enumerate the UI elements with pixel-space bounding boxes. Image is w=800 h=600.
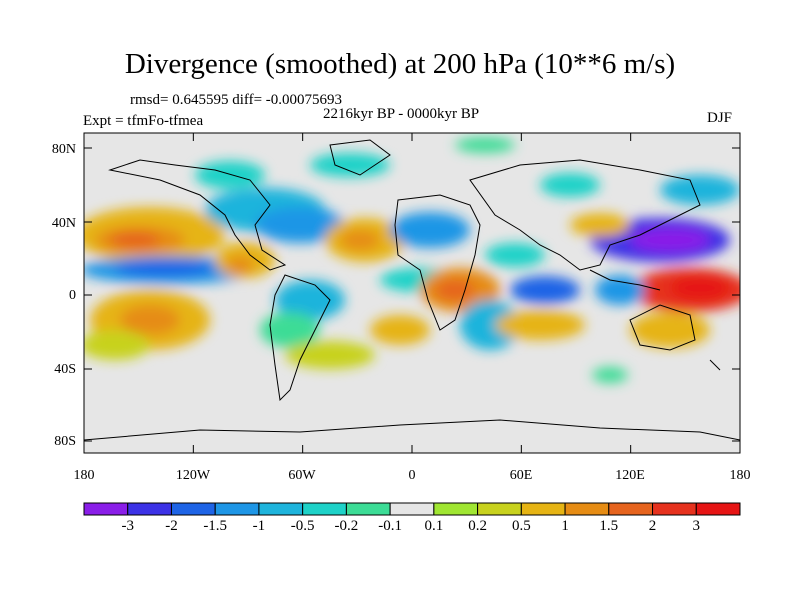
- colorbar-swatch: [127, 502, 172, 516]
- lon-tick-0: 0: [408, 468, 416, 483]
- lon-tick-120e: 120E: [615, 468, 645, 483]
- lat-tick-80s: 80S: [54, 434, 76, 449]
- colorbar-swatch: [258, 502, 304, 516]
- experiment-label: Expt = tfmFo-tfmea: [83, 113, 204, 129]
- colorbar-swatch: [214, 502, 260, 516]
- colorbar-label: -0.2: [334, 518, 359, 534]
- colorbar-swatch: [389, 502, 435, 516]
- divergence-field: [84, 137, 740, 383]
- lon-tick-60e: 60E: [509, 468, 533, 483]
- colorbar-swatch: [170, 502, 216, 516]
- lat-tick-0: 0: [69, 288, 76, 303]
- lat-tick-40s: 40S: [54, 362, 76, 377]
- map-title: Divergence (smoothed) at 200 hPa (10**6 …: [124, 48, 676, 80]
- colorbar-swatch: [520, 502, 566, 516]
- colorbar-swatch: [302, 502, 347, 516]
- period-label: 2216kyr BP - 0000kyr BP: [323, 106, 480, 122]
- colorbar-label: -2: [165, 518, 178, 534]
- lon-tick-180e: 180: [729, 468, 751, 483]
- colorbar-label: 1: [561, 518, 569, 534]
- lon-tick-60w: 60W: [288, 468, 316, 483]
- colorbar-label: 0.5: [511, 518, 531, 534]
- colorbar-label: -1.5: [203, 518, 228, 534]
- colorbar-swatch: [477, 502, 522, 516]
- colorbar-label: 1.5: [599, 518, 619, 534]
- colorbar-label: -3: [121, 518, 134, 534]
- colorbar-swatch: [83, 502, 129, 516]
- colorbar-swatch: [564, 502, 610, 516]
- lon-tick-120w: 120W: [175, 468, 211, 483]
- colorbar-label: 2: [648, 518, 657, 534]
- colorbar-label: 3: [692, 518, 701, 534]
- colorbar-label: -1: [252, 518, 266, 534]
- colorbar-swatch: [608, 502, 654, 516]
- colorbar-label: 0.1: [424, 518, 444, 534]
- lat-tick-40n: 40N: [51, 216, 76, 231]
- season-label: DJF: [707, 110, 733, 126]
- colorbar-label: -0.1: [378, 518, 402, 534]
- lat-tick-80n: 80N: [51, 142, 76, 157]
- colorbar-swatch: [345, 502, 391, 516]
- colorbar-swatch: [652, 502, 697, 516]
- stats-label: rmsd= 0.645595 diff= -0.00075693: [130, 92, 343, 108]
- colorbar: [83, 502, 741, 516]
- colorbar-swatch: [695, 502, 741, 516]
- coastlines: [84, 139, 740, 441]
- colorbar-swatch: [433, 502, 479, 516]
- colorbar-label: 0.2: [468, 518, 487, 534]
- colorbar-label: -0.5: [290, 518, 315, 534]
- lon-tick-180w: 180: [73, 468, 95, 483]
